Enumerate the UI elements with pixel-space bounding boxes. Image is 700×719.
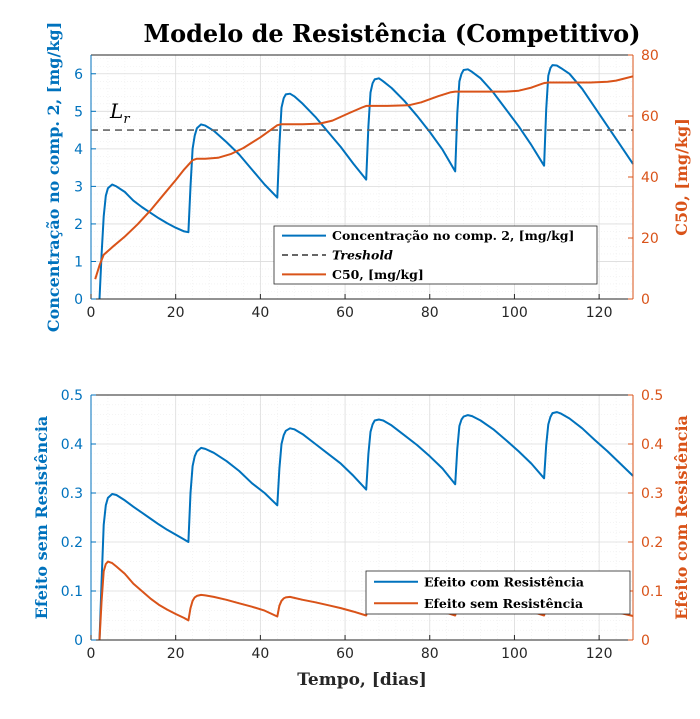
y-tick-label-right: 60 [641,109,659,125]
y-tick-label-left: 0 [74,292,83,308]
x-tick-label: 20 [167,305,185,321]
y-tick-label-left: 0 [74,633,83,649]
y-tick-label-left: 3 [74,179,83,195]
y-tick-label-left: 5 [74,104,83,120]
legend-box [365,570,631,615]
y-tick-label-right: 0.1 [641,584,663,600]
y-tick-label-left: 1 [74,254,83,270]
y-tick-label-right: 20 [641,231,659,247]
y-axis-label-left: Concentração no comp. 2, [mg/kg] [44,22,63,332]
x-tick-label: 20 [167,646,185,662]
threshold-annotation: Lr [109,99,130,127]
y-tick-label-right: 40 [641,170,659,186]
y-tick-label-right: 0.3 [641,486,663,502]
y-tick-label-left: 0.1 [61,584,83,600]
y-tick-label-right: 0 [641,633,650,649]
legend: Concentração no comp. 2, [mg/kg] Treshold… [273,225,598,285]
y-tick-label-right: 0 [641,292,650,308]
legend-entry: Treshold [332,248,393,263]
series-line-1 [98,411,634,641]
y-tick-label-left: 0.4 [61,437,83,453]
series-line-3 [94,75,634,280]
legend: Efeito com Resistência Efeito sem Resistê… [365,570,631,615]
y-tick-label-left: 2 [74,217,83,233]
legend-entry: Efeito com Resistência [424,574,584,589]
x-tick-label: 120 [586,305,613,321]
figure-title: Modelo de Resistência (Competitivo) [144,19,641,48]
y-tick-label-left: 6 [74,67,83,83]
series-line-1 [98,64,634,300]
x-tick-label: 60 [336,646,354,662]
x-tick-label: 0 [87,305,96,321]
y-tick-label-right: 0.2 [641,535,663,551]
legend-entry: C50, [mg/kg] [332,267,424,282]
x-tick-label: 40 [251,646,269,662]
plots: 0 20 40 60 80 100 1200123456020406080Concentra… [32,22,691,690]
y-axis-label-right: C50, [mg/kg] [672,118,691,236]
legend-box [273,225,598,285]
chart-panel-2: 0 20 40 60 80 100 120 0 0.1 0.2 0.3 0.4 0.5 0 0.1 0.2 0.… [32,388,691,690]
y-axis-label-right: Efeito com Resistência [672,415,691,620]
x-tick-label: 100 [501,305,528,321]
legend-entry: Concentração no comp. 2, [mg/kg] [332,228,574,243]
x-tick-label: 60 [336,305,354,321]
x-tick-label: 0 [87,646,96,662]
y-tick-label-right: 0.5 [641,388,663,404]
y-tick-label-right: 0.4 [641,437,663,453]
y-tick-label-left: 4 [74,142,83,158]
y-tick-label-right: 80 [641,48,659,64]
chart-panel-1: 0 20 40 60 80 100 1200123456020406080Concentra… [44,22,691,332]
x-tick-label: 40 [251,305,269,321]
x-tick-label: 80 [421,305,439,321]
y-tick-label-left: 0.3 [61,486,83,502]
y-tick-label-left: 0.2 [61,535,83,551]
x-axis-label: Tempo, [dias] [297,670,427,690]
x-tick-label: 100 [501,646,528,662]
y-tick-label-left: 0.5 [61,388,83,404]
x-tick-label: 120 [586,646,613,662]
legend-entry: Efeito sem Resistência [424,596,583,611]
y-axis-label-left: Efeito sem Resistência [32,416,51,620]
x-tick-label: 80 [421,646,439,662]
